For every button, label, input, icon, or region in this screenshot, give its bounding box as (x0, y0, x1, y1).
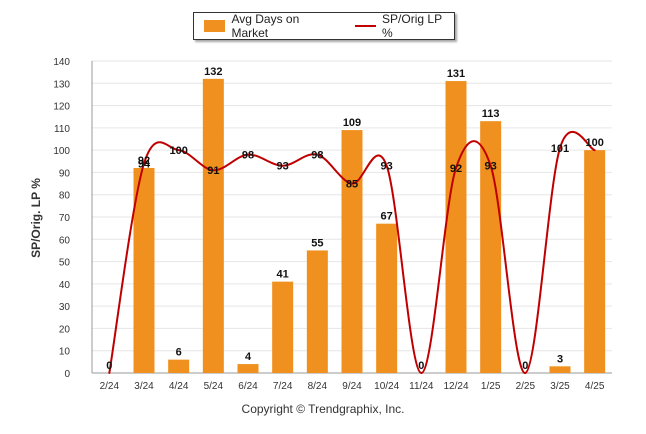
copyright-text: Copyright © Trendgraphix, Inc. (241, 402, 405, 416)
bar (341, 130, 363, 373)
line-point (281, 164, 284, 167)
bar-value-label: 92 (138, 155, 150, 167)
y-tick-label: 130 (53, 79, 70, 90)
line-point (108, 372, 111, 374)
x-tick-label: 7/24 (273, 381, 293, 392)
y-tick-label: 70 (59, 213, 71, 224)
y-tick-label: 110 (54, 124, 70, 135)
bar (445, 81, 467, 374)
bar-value-label: 0 (106, 360, 112, 372)
line-point (455, 166, 457, 169)
x-tick-label: 8/24 (308, 381, 328, 392)
y-tick-label: 30 (59, 302, 71, 313)
line-value-label: 98 (311, 150, 323, 162)
x-tick-label: 5/24 (204, 381, 224, 392)
line-point (593, 149, 596, 152)
legend-bar-label: Avg Days on Market (231, 12, 300, 40)
bar (549, 366, 571, 373)
legend-bar-swatch (204, 20, 226, 32)
bar-value-label: 0 (522, 360, 528, 372)
bar-value-label: 0 (418, 360, 424, 372)
legend: Avg Days on Market SP/Orig LP % (193, 12, 455, 40)
line-point (489, 164, 492, 167)
x-tick-label: 1/25 (481, 381, 501, 392)
bar (168, 359, 190, 373)
bar (202, 78, 224, 373)
line-point (524, 372, 527, 374)
bar-value-label: 4 (245, 351, 252, 363)
bar (133, 167, 155, 373)
x-tick-label: 3/25 (550, 381, 570, 392)
line-value-label: 93 (485, 161, 497, 173)
y-tick-label: 90 (59, 168, 71, 179)
x-tick-label: 4/25 (585, 381, 605, 392)
y-tick-label: 50 (59, 258, 71, 269)
x-tick-label: 6/24 (238, 381, 258, 392)
line-point (559, 146, 561, 149)
bar-value-label: 100 (585, 137, 603, 149)
line-point (316, 153, 319, 156)
line-value-label: 100 (169, 145, 187, 157)
line-point (247, 153, 249, 156)
x-tick-label: 2/25 (516, 381, 536, 392)
line-value-label: 101 (551, 143, 569, 155)
x-tick-label: 10/24 (374, 381, 399, 392)
y-tick-label: 80 (59, 191, 71, 202)
bar-value-label: 6 (176, 347, 182, 359)
y-tick-label: 10 (59, 347, 71, 358)
bar-value-label: 41 (277, 269, 289, 281)
bar-value-label: 3 (557, 353, 563, 365)
y-tick-label: 140 (53, 57, 70, 68)
bar-value-label: 109 (343, 117, 361, 129)
line-point (212, 169, 215, 172)
line-point (177, 149, 180, 152)
y-tick-label: 120 (53, 102, 70, 113)
x-tick-label: 4/24 (169, 381, 189, 392)
y-tick-label: 40 (59, 280, 71, 291)
bar (480, 121, 502, 374)
line-point (420, 372, 423, 374)
line-point (351, 182, 353, 185)
line-point (143, 162, 145, 165)
x-tick-label: 2/24 (100, 381, 120, 392)
x-tick-label: 3/24 (134, 381, 154, 392)
line-value-label: 92 (450, 163, 462, 175)
line-value-label: 93 (381, 161, 393, 173)
line-value-label: 98 (242, 150, 254, 162)
bar-value-label: 113 (482, 108, 500, 120)
legend-item-bar: Avg Days on Market (204, 12, 337, 40)
line-point (385, 164, 388, 167)
y-tick-label: 60 (59, 235, 71, 246)
bar (237, 364, 259, 373)
bar (306, 250, 328, 373)
bar-value-label: 131 (447, 68, 465, 80)
y-tick-label: 20 (59, 324, 71, 335)
bar (584, 150, 606, 373)
x-tick-label: 12/24 (443, 381, 468, 392)
legend-line-swatch (354, 25, 377, 27)
line-value-label: 94 (138, 159, 151, 171)
line-value-label: 91 (207, 165, 219, 177)
bar-value-label: 132 (204, 66, 222, 78)
bar (272, 281, 294, 373)
legend-line-label: SP/Orig LP % (382, 12, 442, 40)
y-tick-label: 100 (53, 146, 70, 157)
legend-item-line: SP/Orig LP % (354, 12, 454, 40)
y-tick-label: 0 (64, 369, 70, 380)
bar-value-label: 55 (311, 237, 323, 249)
x-tick-label: 9/24 (342, 381, 362, 392)
line-value-label: 93 (277, 161, 289, 173)
y-axis-label: SP/Orig. LP % (29, 178, 43, 258)
bar (376, 223, 398, 373)
line-value-label: 85 (346, 179, 358, 191)
bar-value-label: 67 (381, 211, 393, 223)
x-tick-label: 11/24 (409, 381, 434, 392)
